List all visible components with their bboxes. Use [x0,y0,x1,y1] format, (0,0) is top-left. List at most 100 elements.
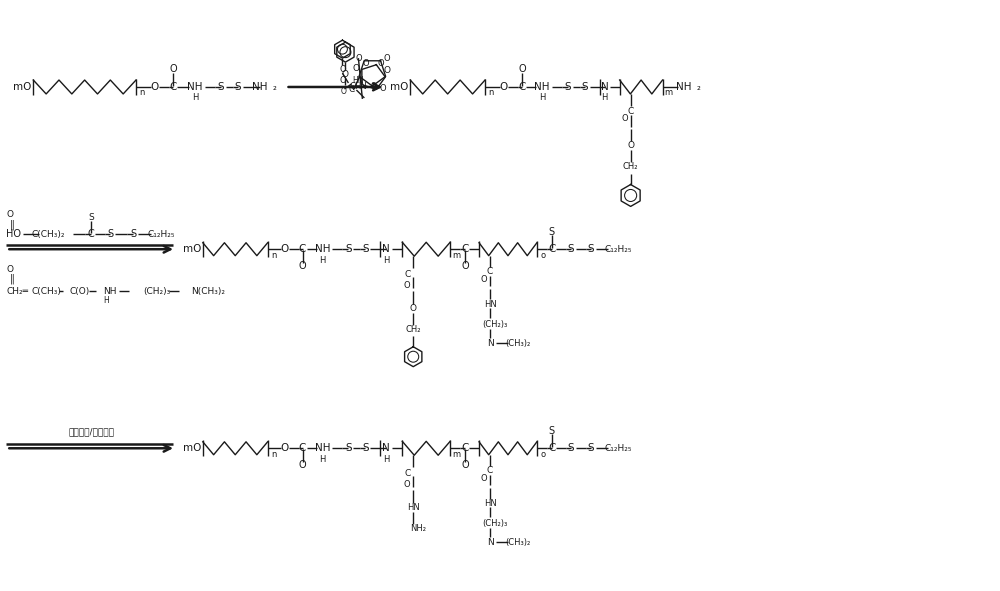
Text: S: S [564,82,571,92]
Text: O: O [481,275,487,284]
Text: O: O [280,244,289,254]
Text: ‖: ‖ [9,219,14,229]
Text: S: S [362,443,369,453]
Text: O: O [627,141,634,150]
Text: H: H [539,93,545,102]
Text: O: O [379,85,386,93]
Text: H: H [319,454,326,464]
Text: C(O): C(O) [69,287,89,296]
Text: N: N [487,339,493,348]
Text: CH₂: CH₂ [623,162,638,171]
Text: O: O [169,64,177,74]
Text: 三氟乙酸/二氯甲烷: 三氟乙酸/二氯甲烷 [68,427,114,436]
Text: O: O [383,54,390,63]
Text: H: H [383,454,390,464]
Text: C: C [461,443,469,453]
Text: n: n [271,251,276,259]
Text: O: O [384,66,391,74]
Text: NH: NH [676,82,691,92]
Text: CH₂═: CH₂═ [6,287,28,296]
Text: NH: NH [103,287,117,296]
Text: C₁₂H₂₅: C₁₂H₂₅ [605,245,632,254]
Text: S: S [581,82,588,92]
Text: CH₂: CH₂ [405,325,421,335]
Text: O: O [339,76,346,85]
Text: O: O [621,114,628,124]
Text: m: m [452,251,460,259]
Text: mO: mO [13,82,32,92]
Text: O: O [339,64,346,73]
Text: C: C [348,86,355,95]
Text: o: o [540,251,545,259]
Text: S: S [549,426,555,436]
Text: C(CH₃): C(CH₃) [31,287,61,296]
Text: H: H [103,297,109,306]
Text: ₂: ₂ [697,82,700,92]
Text: C: C [169,82,177,92]
Text: C: C [88,229,95,239]
Text: N: N [487,538,493,547]
Text: S: S [130,229,136,239]
Text: (CH₂)₃: (CH₂)₃ [482,519,508,528]
Text: O: O [353,64,360,73]
Text: C(CH₃)₂: C(CH₃)₂ [32,230,65,239]
Text: m: m [452,450,460,459]
Text: N: N [382,244,390,254]
Text: C: C [628,108,634,116]
Text: O: O [342,70,349,79]
Text: S: S [549,228,555,238]
Text: C₁₂H₂₅: C₁₂H₂₅ [605,444,632,453]
Text: NH: NH [315,443,330,453]
Text: (CH₃)₂: (CH₃)₂ [505,538,531,547]
Text: C₁₂H₂₅: C₁₂H₂₅ [147,230,175,239]
Text: O: O [461,460,469,470]
Text: o: o [540,450,545,459]
Text: C: C [349,83,355,92]
Text: O: O [404,281,411,290]
Text: H: H [319,256,326,265]
Text: HN: HN [407,504,420,512]
Text: H: H [192,93,198,102]
Text: N: N [382,443,390,453]
Text: C: C [548,244,556,254]
Text: S: S [234,82,241,92]
Text: mO: mO [183,443,201,453]
Text: mO: mO [183,244,201,254]
Text: O: O [370,83,376,92]
Text: O: O [518,64,526,74]
Text: n: n [139,89,145,98]
Text: HN: HN [484,300,496,309]
Text: O: O [6,265,13,274]
Text: O: O [6,210,13,219]
Text: S: S [587,244,594,254]
Text: O: O [481,474,487,483]
Text: C: C [548,443,556,453]
Text: O: O [299,261,306,271]
Text: O: O [404,480,411,489]
Text: ₂: ₂ [273,82,277,92]
Text: O: O [362,59,369,67]
Text: S: S [217,82,224,92]
Text: O: O [410,304,417,313]
Text: (CH₃)₂: (CH₃)₂ [505,339,531,348]
Text: N: N [601,82,609,92]
Text: mO: mO [390,82,409,92]
Text: S: S [88,213,94,222]
Text: O: O [340,87,346,96]
Text: O: O [355,54,362,63]
Text: S: S [107,229,113,239]
Text: S: S [362,244,369,254]
Text: O: O [151,82,159,92]
Text: C: C [518,82,526,92]
Text: H: H [383,256,390,265]
Text: ‖: ‖ [9,274,14,284]
Text: C: C [487,466,493,475]
Text: H: H [602,93,608,102]
Text: NH: NH [187,82,203,92]
Text: S: S [587,443,594,453]
Text: NH₂: NH₂ [410,524,426,534]
Text: n: n [488,89,494,98]
Text: C: C [461,244,469,254]
Text: O: O [500,82,508,92]
Text: NH: NH [252,82,267,92]
